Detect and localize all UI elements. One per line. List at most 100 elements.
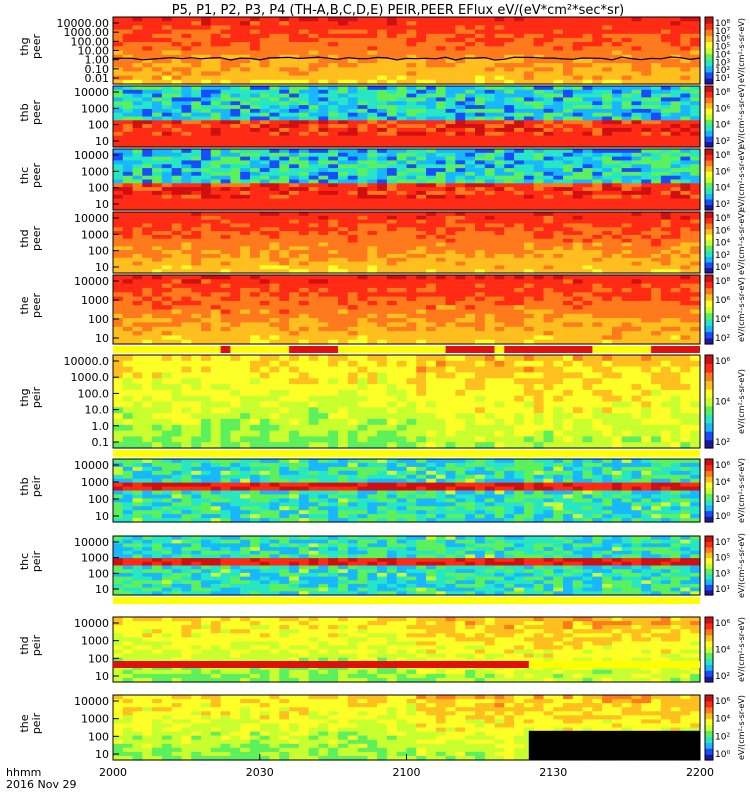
heatmap-cell: [152, 257, 163, 263]
heatmap-cell: [465, 283, 476, 289]
heatmap-cell: [396, 105, 408, 110]
heatmap-cell: [191, 149, 202, 154]
heatmap-cell: [259, 179, 271, 184]
heatmap-cell: [240, 318, 251, 323]
heatmap-cell: [621, 97, 633, 102]
heatmap-cell: [582, 131, 593, 137]
heatmap-cell: [553, 139, 564, 144]
heatmap-cell: [621, 305, 633, 311]
heatmap-cell: [269, 219, 280, 224]
colorbar-tick-label: 10²: [715, 66, 730, 76]
heatmap-cell: [533, 261, 545, 266]
heatmap-cell: [171, 279, 183, 285]
heatmap-cell: [435, 227, 447, 232]
heatmap-cell: [171, 127, 183, 133]
heatmap-cell: [426, 246, 437, 251]
heatmap-cell: [328, 257, 339, 263]
heatmap-cell: [582, 58, 593, 64]
heatmap-cell: [680, 46, 691, 52]
heatmap-cell: [181, 179, 192, 184]
heatmap-cell: [367, 187, 378, 192]
heatmap-cell: [308, 89, 320, 95]
heatmap-cell: [670, 253, 681, 259]
heatmap-cell: [347, 275, 359, 280]
heatmap-cell: [416, 33, 427, 39]
heatmap-cell: [220, 339, 231, 345]
heatmap-cell: [602, 29, 613, 35]
heatmap-cell: [631, 33, 642, 39]
heatmap-cell: [660, 269, 672, 274]
heatmap-cell: [445, 25, 456, 31]
heatmap-cell: [494, 93, 505, 98]
heatmap-cell: [279, 46, 290, 52]
chart-title: P5, P1, P2, P3, P4 (TH-A,B,C,D,E) PEIR,P…: [172, 3, 625, 18]
heatmap-cell: [631, 116, 642, 121]
heatmap-cell: [504, 160, 515, 165]
heatmap-cell: [318, 212, 329, 217]
heatmap-cell: [465, 331, 476, 336]
heatmap-cell: [523, 313, 535, 319]
heatmap-cell: [475, 50, 486, 56]
heatmap-cell: [377, 46, 388, 52]
heatmap-cell: [308, 269, 320, 274]
heatmap-cell: [308, 143, 320, 148]
heatmap-cell: [651, 33, 662, 39]
heatmap-cell: [142, 187, 153, 192]
heatmap-cell: [318, 335, 329, 341]
heatmap-cell: [680, 101, 691, 106]
heatmap-cell: [191, 227, 202, 232]
heatmap-cell: [386, 269, 398, 274]
heatmap-cell: [445, 21, 456, 26]
heatmap-cell: [318, 86, 329, 91]
heatmap-cell: [259, 42, 271, 47]
heatmap-cell: [279, 322, 290, 328]
heatmap-cell: [484, 292, 496, 298]
heatmap-cell: [484, 46, 496, 52]
heatmap-cell: [612, 296, 623, 302]
heatmap-cell: [660, 202, 672, 207]
heatmap-cell: [269, 131, 280, 137]
heatmap-cell: [543, 105, 554, 110]
colorbar-segment: [705, 256, 713, 263]
heatmap-cell: [523, 283, 535, 289]
heatmap-cell: [132, 37, 143, 43]
heatmap-cell: [357, 75, 368, 81]
heatmap-cell: [543, 257, 554, 263]
heatmap-cell: [533, 86, 545, 91]
heatmap-cell: [631, 253, 642, 259]
heatmap-cell: [641, 37, 652, 43]
heatmap-cell: [259, 164, 271, 169]
heatmap-cell: [484, 265, 496, 270]
heatmap-cell: [543, 265, 554, 270]
heatmap-cell: [122, 322, 134, 328]
heatmap-cell: [201, 116, 212, 121]
heatmap-cell: [328, 135, 339, 140]
heatmap-cell: [484, 97, 496, 102]
heatmap-cell: [465, 215, 476, 221]
heatmap-cell: [161, 246, 173, 251]
heatmap-cell: [347, 156, 359, 161]
heatmap-cell: [269, 283, 280, 289]
heatmap-cell: [386, 139, 398, 144]
heatmap-cell: [220, 160, 231, 165]
heatmap-cell: [484, 101, 496, 106]
heatmap-cell: [660, 93, 672, 98]
heatmap-cell: [210, 152, 222, 158]
heatmap-cell: [660, 309, 672, 315]
heatmap-cell: [572, 168, 584, 173]
heatmap-cell: [142, 108, 153, 114]
heatmap-cell: [435, 75, 447, 81]
heatmap-cell: [250, 149, 261, 154]
heatmap-cell: [210, 179, 222, 184]
heatmap-cell: [220, 46, 231, 52]
heatmap-cell: [298, 275, 310, 280]
heatmap-cell: [602, 131, 613, 137]
heatmap-cell: [377, 261, 388, 266]
heatmap-cell: [122, 401, 134, 408]
heatmap-cell: [377, 219, 388, 224]
heatmap-cell: [132, 86, 143, 91]
heatmap-cell: [543, 183, 554, 188]
heatmap-cell: [367, 105, 378, 110]
heatmap-cell: [269, 261, 280, 266]
heatmap-cell: [269, 93, 280, 98]
